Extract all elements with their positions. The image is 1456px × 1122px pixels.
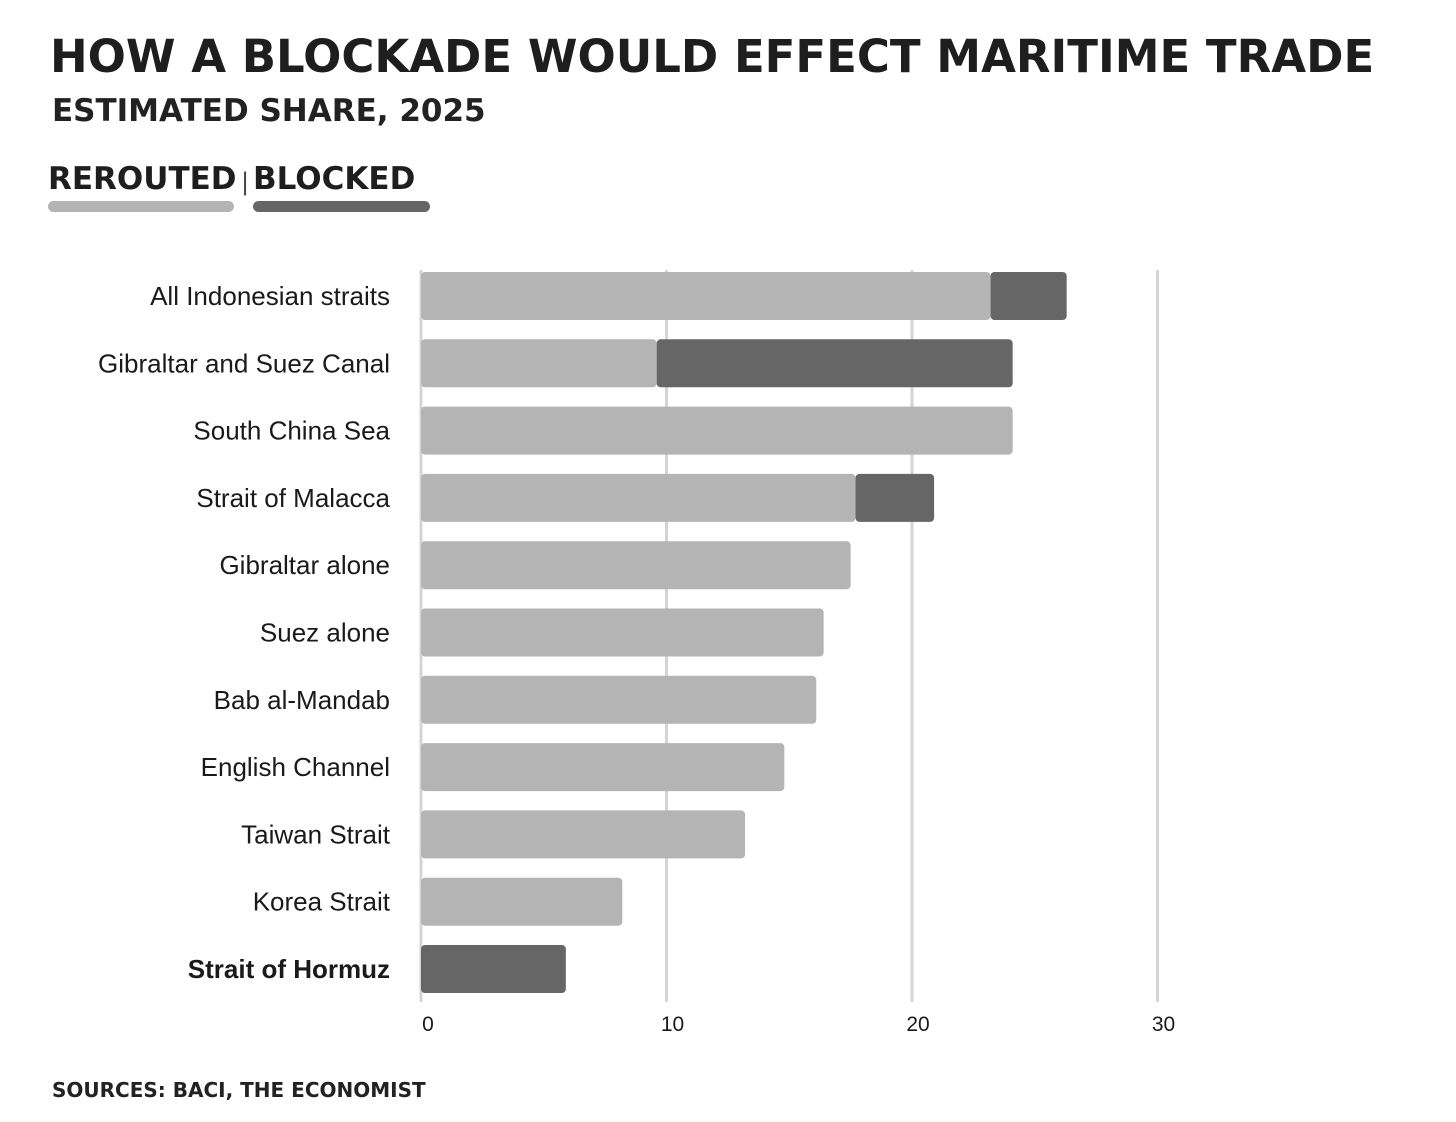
category-label-7: English Channel	[201, 752, 390, 782]
legend-swatch-rerouted	[48, 200, 234, 212]
tick-label-10: 10	[661, 1013, 684, 1036]
legend-label-blocked: BLOCKED	[253, 161, 416, 197]
bar-chart: All Indonesian straits Gibraltar and Suez…	[98, 270, 1175, 1036]
bar-rerouted-9	[421, 877, 623, 926]
category-label-2: South China Sea	[193, 416, 390, 446]
category-label-9: Korea Strait	[253, 887, 391, 917]
category-label-6: Bab al-Mandab	[214, 685, 390, 715]
category-label-0: All Indonesian straits	[150, 281, 390, 311]
category-label-5: Suez alone	[260, 618, 390, 648]
category-label-10: Strait of Hormuz	[188, 954, 390, 984]
bar-blocked-3	[855, 473, 935, 522]
category-label-4: Gibraltar alone	[219, 550, 390, 580]
legend: REROUTED | BLOCKED	[48, 161, 468, 222]
legend-swatch-blocked	[253, 200, 430, 212]
bar-blocked-0	[990, 272, 1067, 320]
bar-rerouted-7	[421, 743, 785, 792]
bar-blocked-1	[656, 339, 1013, 388]
source-note: SOURCES: BACI, THE ECONOMIST	[52, 1078, 426, 1102]
tick-label-20: 20	[906, 1013, 929, 1036]
legend-separator: |	[241, 168, 250, 196]
chart-title: HOW A BLOCKADE WOULD EFFECT MARITIME TRA…	[50, 30, 1375, 83]
bar-rerouted-4	[421, 541, 851, 590]
legend-label-rerouted: REROUTED	[48, 161, 237, 197]
bar-rerouted-6	[421, 675, 817, 724]
legend-item-blocked: BLOCKED	[253, 161, 430, 212]
tick-label-30: 30	[1152, 1013, 1175, 1036]
bar-blocked-10	[421, 945, 566, 993]
category-label-1: Gibraltar and Suez Canal	[98, 348, 390, 378]
bar-rerouted-2	[421, 406, 1013, 455]
legend-item-rerouted: REROUTED	[48, 161, 237, 212]
category-label-8: Taiwan Strait	[241, 819, 391, 849]
bar-rerouted-3	[421, 473, 856, 522]
chart-subtitle: ESTIMATED SHARE, 2025	[52, 93, 486, 129]
bar-rerouted-5	[421, 608, 824, 657]
bar-rerouted-8	[421, 810, 746, 859]
category-label-3: Strait of Malacca	[196, 483, 390, 513]
tick-label-0: 0	[422, 1013, 434, 1036]
bar-rerouted-0	[421, 272, 991, 320]
bar-rerouted-1	[421, 339, 657, 388]
